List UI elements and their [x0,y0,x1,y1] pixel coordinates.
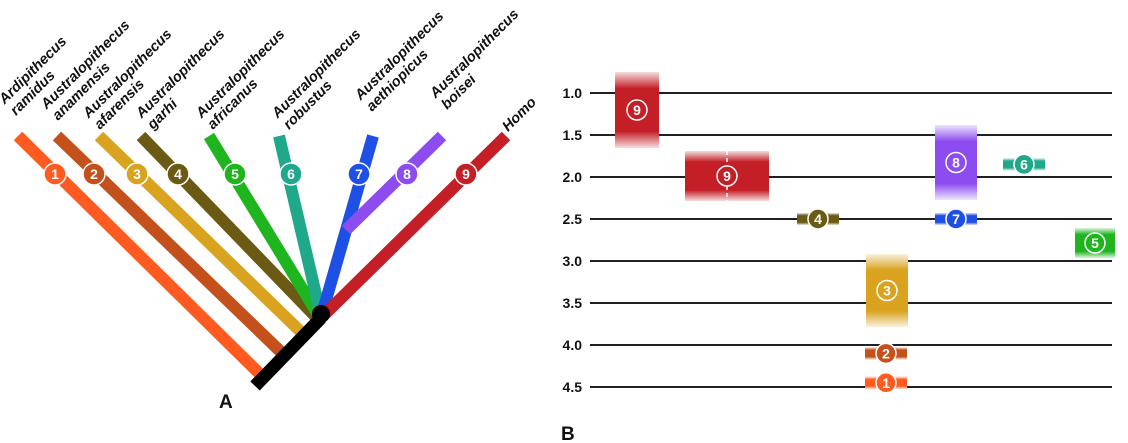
svg-text:6: 6 [1020,156,1028,172]
range-bar-2: 2 [865,342,907,365]
svg-text:7: 7 [952,211,960,227]
tick-label-2.5: 2.5 [563,211,583,227]
range-bar-8: 8 [935,125,977,200]
svg-text:3: 3 [133,166,141,182]
range-bar-6: 6 [1003,153,1045,176]
phylogenetic-tree: 1 2 3 4 5 6 7 8 9 [13,131,511,391]
svg-text:2: 2 [882,345,890,361]
branch-badge-6: 6 [279,162,303,186]
range-bar-4: 4 [797,208,839,230]
tick-label-4.0: 4.0 [563,337,583,353]
time-range-chart: 1.0 1.5 2.0 2.5 3.0 3.5 4.0 4.5 9 9 4 3 2 1 8 7 6 5 [563,72,1115,395]
taxon-label-9: Homo [500,94,540,134]
branch-badge-1: 1 [43,162,67,186]
svg-text:8: 8 [952,155,960,171]
branch-badge-4: 4 [166,162,190,186]
tick-label-2.0: 2.0 [563,169,583,185]
range-bar-1: 1 [865,372,907,394]
range-bar-9: 9 [615,72,659,148]
svg-text:3: 3 [883,283,891,299]
range-bar-7: 7 [935,208,977,230]
svg-text:8: 8 [403,166,411,182]
taxon-labels: ArdipithecusramidusAustralopithecusaname… [0,6,540,134]
root-node [312,305,330,323]
tick-label-3.0: 3.0 [563,253,583,269]
svg-text:4: 4 [814,211,822,227]
range-bar-9: 9 [685,151,769,201]
tick-label-1.0: 1.0 [563,85,583,101]
stem-branch [250,313,326,391]
svg-text:1: 1 [882,375,890,391]
panel-label-a: A [219,392,233,413]
svg-text:9: 9 [723,168,731,184]
taxon-species: Homo [500,94,540,134]
branch-8 [341,131,447,235]
svg-text:4: 4 [174,166,182,182]
tick-label-1.5: 1.5 [563,127,583,143]
panel-label-b: B [561,424,575,443]
tick-label-4.5: 4.5 [563,379,583,395]
svg-text:2: 2 [90,166,98,182]
range-bar-5: 5 [1075,228,1115,258]
svg-text:5: 5 [1091,235,1099,251]
branch-badge-5: 5 [223,162,247,186]
svg-text:9: 9 [633,102,641,118]
branch-badge-9: 9 [454,162,478,186]
branch-badge-2: 2 [82,162,106,186]
branch-badge-8: 8 [395,162,419,186]
tick-label-3.5: 3.5 [563,295,583,311]
branch-badge-7: 7 [347,162,371,186]
svg-text:6: 6 [287,166,295,182]
svg-text:5: 5 [231,166,239,182]
svg-text:1: 1 [51,166,59,182]
range-bar-3: 3 [866,254,908,327]
branch-badge-3: 3 [125,162,149,186]
branch-9 [318,131,511,321]
svg-text:7: 7 [355,166,363,182]
svg-text:9: 9 [462,166,470,182]
